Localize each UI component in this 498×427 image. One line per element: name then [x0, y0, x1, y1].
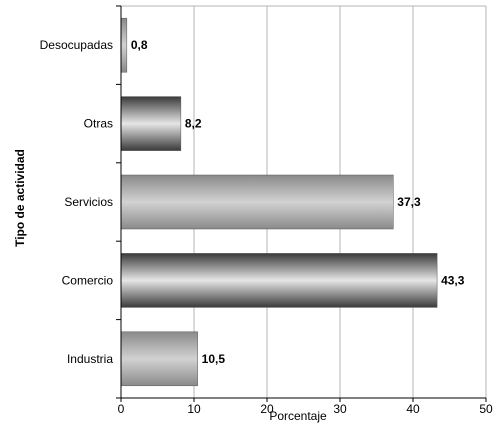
- labels: Desocupadas 0,8 Otras 8,2 Servicios 37,3 Comer…: [40, 38, 493, 416]
- value-label: 43,3: [441, 273, 465, 287]
- x-tick-label: 50: [479, 402, 493, 416]
- x-axis-title: Porcentaje: [269, 409, 327, 423]
- bar-desocupadas: [120, 17, 128, 73]
- bar-comercio: [120, 253, 438, 308]
- x-tick-label: 30: [333, 402, 347, 416]
- category-label: Comercio: [62, 273, 114, 287]
- bar-otras: [120, 96, 182, 151]
- bar-industria: [120, 331, 198, 387]
- category-label: Otras: [84, 117, 113, 131]
- x-tick-label: 0: [118, 402, 125, 416]
- category-label: Servicios: [64, 195, 113, 209]
- x-tick-label: 10: [187, 402, 201, 416]
- value-label: 0,8: [131, 38, 148, 52]
- category-label: Industria: [67, 352, 113, 366]
- bars: [120, 17, 438, 387]
- value-label: 10,5: [202, 352, 226, 366]
- category-label: Desocupadas: [40, 38, 113, 52]
- bar-servicios: [120, 174, 394, 230]
- x-tick-label: 20: [260, 402, 274, 416]
- y-axis-title: Tipo de actividad: [13, 149, 27, 247]
- x-tick-label: 40: [406, 402, 420, 416]
- value-label: 37,3: [397, 195, 421, 209]
- value-label: 8,2: [185, 117, 202, 131]
- axes: [116, 5, 487, 402]
